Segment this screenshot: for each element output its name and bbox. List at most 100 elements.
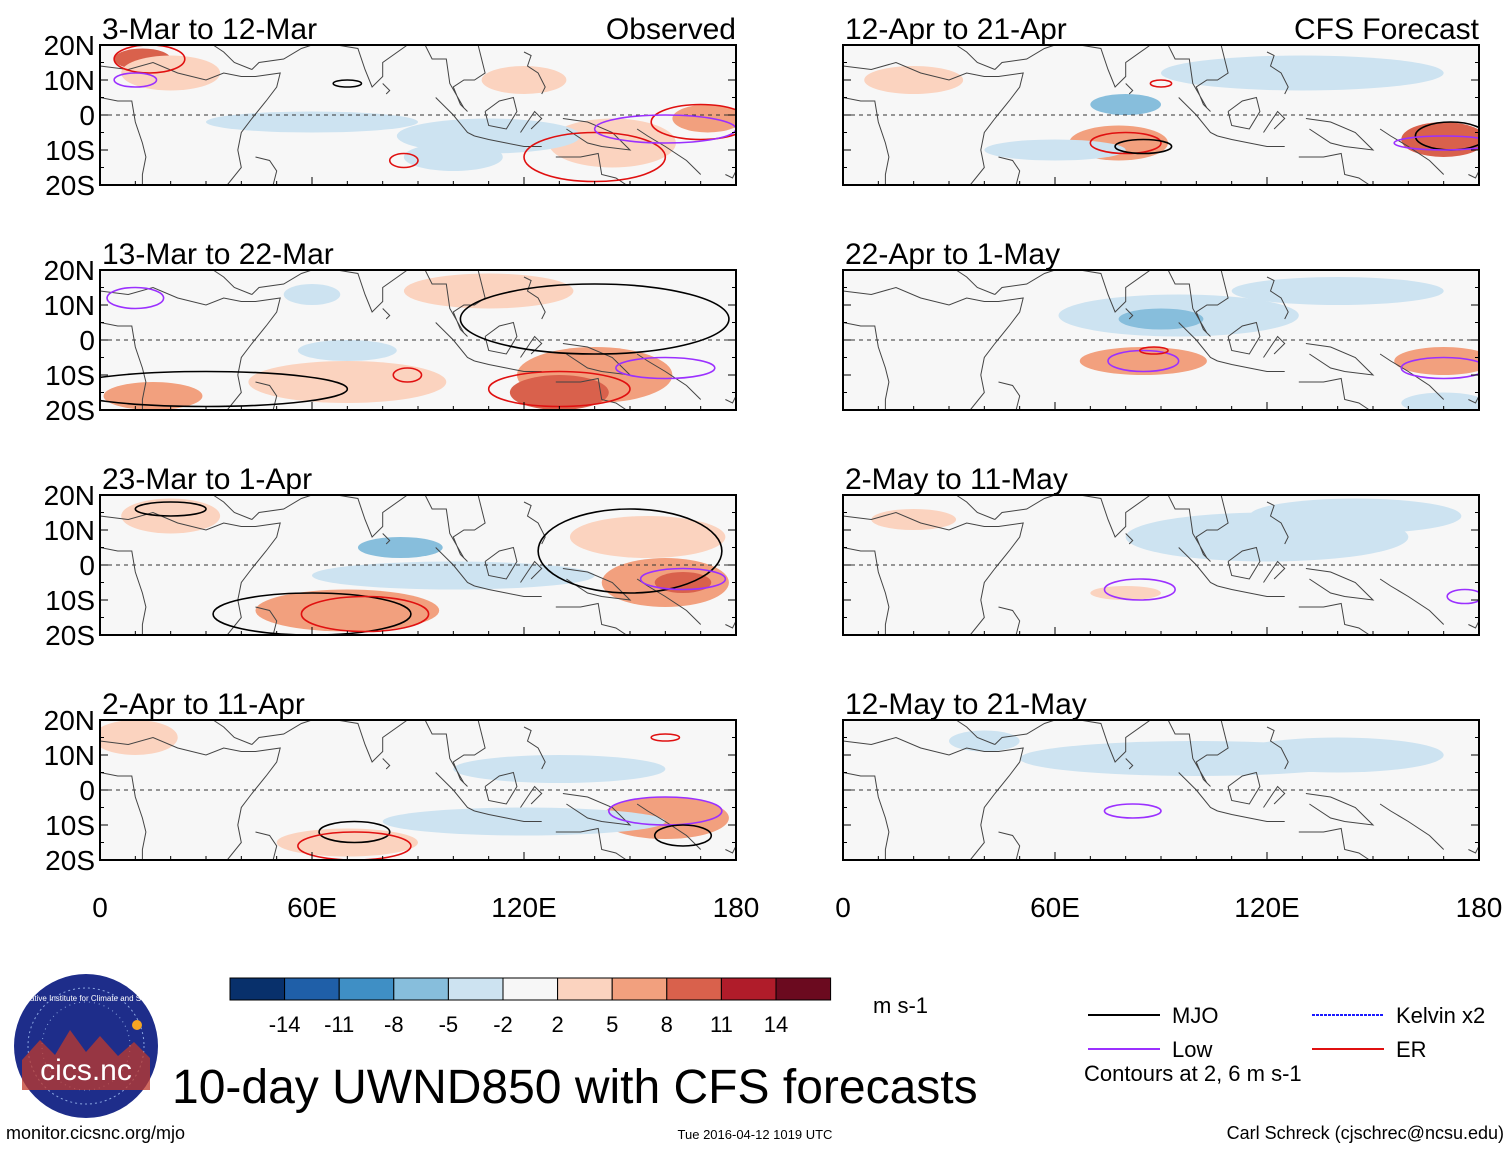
coastline-1 — [100, 511, 281, 635]
legend-label: Kelvin x2 — [1396, 1003, 1485, 1028]
coastline-11 — [523, 51, 546, 95]
coastline-13 — [1305, 568, 1375, 601]
coastline-9 — [1227, 321, 1261, 355]
coastline-15 — [636, 128, 702, 175]
coastline-4 — [998, 831, 1021, 860]
anomaly-patch-2 — [654, 572, 712, 593]
contour-0 — [318, 820, 391, 844]
coastline-6 — [382, 83, 391, 95]
x-tick-label: 180 — [1456, 892, 1503, 923]
coastline-10 — [474, 585, 542, 597]
contour-1 — [537, 508, 723, 594]
coastline-3 — [994, 495, 1056, 520]
coastline-14 — [555, 377, 627, 410]
panel-period: 2-Apr to 11-Apr — [102, 688, 305, 721]
anomaly-patch-2 — [509, 375, 609, 410]
sun-icon — [132, 1020, 142, 1030]
coastline-10 — [1217, 810, 1285, 822]
coastline-10 — [1217, 135, 1285, 147]
coastline-0 — [100, 97, 147, 185]
coastline-12 — [1263, 335, 1286, 358]
coastline-9 — [484, 321, 518, 355]
coastline-13 — [562, 118, 632, 151]
anomaly-patch-6 — [481, 66, 567, 94]
x-tick-label: 120E — [1234, 892, 1299, 923]
coastline-0 — [843, 547, 890, 635]
coastline-5 — [336, 270, 408, 313]
contour-0 — [1103, 578, 1176, 601]
coastline-10 — [474, 360, 542, 372]
coastline-2 — [955, 45, 996, 70]
colorbar-label: 14 — [764, 1012, 788, 1037]
y-tick-label: 10N — [44, 290, 95, 321]
contour-5 — [106, 286, 165, 310]
coastline-11 — [1266, 726, 1289, 770]
colorbar-label: 5 — [606, 1012, 618, 1037]
coastline-12 — [1263, 110, 1286, 133]
contour-0 — [212, 592, 412, 635]
legend-label: Low — [1172, 1037, 1212, 1062]
coastline-8 — [435, 772, 475, 812]
panel-period: 22-Apr to 1-May — [845, 238, 1060, 271]
coastline-12 — [520, 785, 543, 808]
anomaly-patch-3 — [1090, 94, 1161, 115]
coastline-8 — [1178, 97, 1218, 137]
contour-1 — [1138, 346, 1169, 355]
anomaly-patch-1 — [1231, 737, 1444, 773]
coastline-2 — [955, 720, 996, 745]
contour-3 — [650, 733, 681, 742]
anomaly-patch-5 — [206, 111, 418, 133]
legend-label: ER — [1396, 1037, 1427, 1062]
coastline-4 — [255, 606, 278, 635]
coastline-9 — [484, 771, 518, 805]
coastline-14 — [1298, 827, 1370, 860]
anomaly-patch-6 — [283, 284, 341, 305]
coastline-6 — [1125, 758, 1134, 770]
colorbar-swatch — [229, 977, 286, 1001]
y-tick-label: 10S — [45, 585, 95, 616]
anomaly-patch-7 — [403, 143, 503, 171]
legend-label: MJO — [1172, 1003, 1218, 1028]
coastline-7 — [1167, 720, 1229, 787]
coastline-1 — [100, 61, 281, 185]
coastline-10 — [1217, 585, 1285, 597]
y-tick-label: 20N — [44, 255, 95, 286]
coastline-0 — [843, 97, 890, 185]
coastline-11 — [523, 501, 546, 545]
anomaly-patch-4 — [1231, 277, 1444, 305]
x-tick-label: 0 — [835, 892, 851, 923]
panel-period: 12-May to 21-May — [845, 688, 1087, 721]
contour-4 — [615, 356, 716, 380]
coastline-15 — [1379, 578, 1445, 625]
contour-3 — [388, 152, 419, 169]
anomaly-patch-2 — [672, 104, 736, 133]
coastline-11 — [1266, 501, 1289, 545]
panel-period: 2-May to 11-May — [845, 463, 1068, 496]
colorbar-swatch — [393, 977, 449, 1001]
coastline-0 — [843, 772, 890, 860]
coastline-16 — [725, 620, 736, 629]
coastline-7 — [1167, 495, 1229, 562]
coastline-8 — [435, 547, 475, 587]
contour-0 — [113, 45, 186, 74]
contour-2 — [607, 796, 723, 826]
y-tick-label: 10S — [45, 135, 95, 166]
x-tick-label: 60E — [1030, 892, 1080, 923]
coastline-9 — [484, 546, 518, 580]
coastline-10 — [1217, 360, 1285, 372]
coastline-3 — [994, 270, 1056, 295]
coastline-0 — [100, 322, 147, 410]
panel-1-0: 12-Apr to 21-Apr CFS Forecast — [842, 13, 1480, 186]
coastline-9 — [484, 96, 518, 130]
anomaly-patch-3 — [1090, 586, 1161, 600]
contour-3 — [1149, 79, 1173, 88]
coastline-12 — [520, 560, 543, 583]
coastline-14 — [555, 827, 627, 860]
panel-0-0: 3-Mar to 12-Mar Observed 20N 10N 0 10S 20S — [44, 13, 737, 201]
x-tick-label: 60E — [287, 892, 337, 923]
anomaly-patch-3 — [248, 361, 447, 403]
coastline-12 — [520, 110, 543, 133]
coastline-8 — [435, 322, 475, 362]
